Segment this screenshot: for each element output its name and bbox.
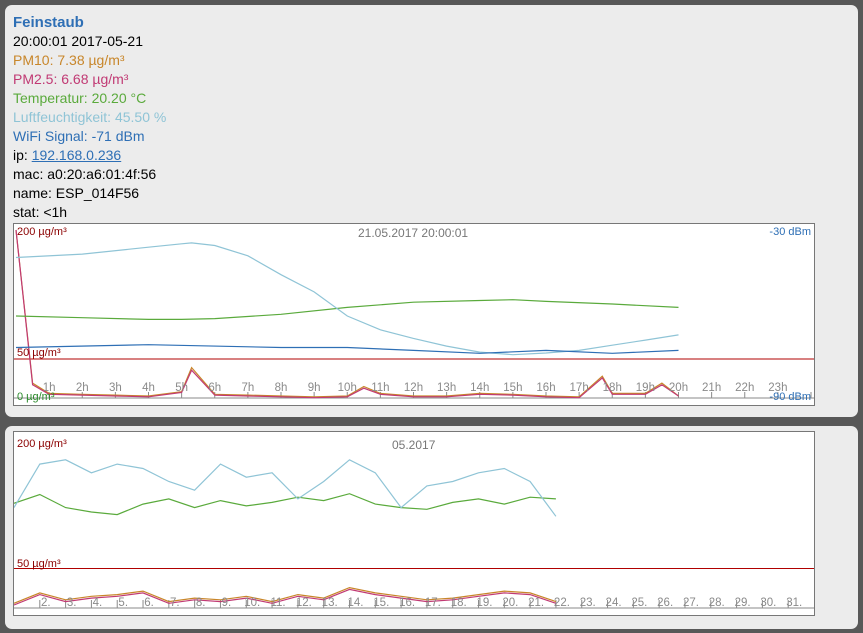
day-x-tick-labels: 1h 2h 3h 4h 5h 6h 7h 8h 9h 10h 11h 12h 13h 14h 15h 16h 1… xyxy=(43,382,788,394)
month-x-tick-label: 17. xyxy=(425,597,441,609)
day-x-tick-label: 2h xyxy=(76,382,89,394)
status-text: stat: <1h xyxy=(13,204,68,220)
device-name: name: ESP_014F56 xyxy=(13,185,140,201)
day-chart-bottom-left-label: 0 µg/m³ xyxy=(17,391,55,403)
month-series-temperatur xyxy=(14,493,556,516)
day-x-tick-label: 3h xyxy=(109,382,122,394)
day-x-tick-label: 18h xyxy=(603,382,622,394)
day-series-luftfeuchtigkeit xyxy=(15,242,679,356)
month-x-tick-label: 6. xyxy=(144,597,154,609)
month-x-tick-label: 23. xyxy=(580,597,596,609)
month-x-tick-label: 15. xyxy=(373,597,389,609)
month-x-tick-label: 20. xyxy=(502,597,518,609)
day-x-tick-label: 15h xyxy=(503,382,522,394)
sensor-card: Feinstaub 20:00:01 2017-05-21 PM10: 7.38… xyxy=(5,5,858,417)
month-x-tick-label: 29. xyxy=(735,597,751,609)
month-x-tick-label: 18. xyxy=(451,597,467,609)
month-x-tick-label: 8. xyxy=(196,597,206,609)
humidity-value: Luftfeuchtigkeit: 45.50 % xyxy=(13,109,167,125)
sensor-info: Feinstaub 20:00:01 2017-05-21 PM10: 7.38… xyxy=(13,13,166,222)
day-chart-top-right-label: -30 dBm xyxy=(769,226,811,238)
day-x-tick-label: 13h xyxy=(437,382,456,394)
day-chart-top-left-label: 200 µg/m³ xyxy=(17,226,67,238)
wifi-signal-value: WiFi Signal: -71 dBm xyxy=(13,128,145,144)
day-series-pm10 xyxy=(15,229,679,398)
month-x-tick-label: 3. xyxy=(67,597,77,609)
month-x-tick-label: 28. xyxy=(709,597,725,609)
month-x-tick-label: 16. xyxy=(399,597,415,609)
day-x-tick-label: 6h xyxy=(208,382,221,394)
pm10-value: PM10: 7.38 µg/m³ xyxy=(13,52,125,68)
temperature-value: Temperatur: 20.20 °C xyxy=(13,90,147,106)
month-x-tick-label: 27. xyxy=(683,597,699,609)
month-x-tick-label: 2. xyxy=(41,597,51,609)
month-x-tick-label: 19. xyxy=(477,597,493,609)
day-x-tick-label: 21h xyxy=(702,382,721,394)
day-chart-title: 21.05.2017 20:00:01 xyxy=(358,226,469,240)
month-chart-svg: 2. 3. 4. 5. 6. 7. 8. 9. 10. 11. 12. 13. 14. 15. 16. 17.… xyxy=(14,459,814,609)
month-x-tick-label: 10. xyxy=(244,597,260,609)
datetime: 20:00:01 2017-05-21 xyxy=(13,33,143,49)
day-x-tick-label: 7h xyxy=(241,382,254,394)
month-chart-title: 05.2017 xyxy=(392,438,436,452)
day-x-tick-label: 11h xyxy=(371,382,389,394)
month-series-pm2-5 xyxy=(14,588,557,606)
month-chart-limit-label: 50 µg/m³ xyxy=(17,558,61,570)
day-x-tick-label: 16h xyxy=(536,382,555,394)
pm25-value: PM2.5: 6.68 µg/m³ xyxy=(13,71,129,87)
month-x-tick-label: 13. xyxy=(322,597,338,609)
day-chart-bottom-right-label: -90 dBm xyxy=(769,391,811,403)
day-series-pm2-5 xyxy=(15,229,679,399)
month-chart: 2. 3. 4. 5. 6. 7. 8. 9. 10. 11. 12. 13. 14. 15. 16. 17.… xyxy=(13,431,815,616)
month-x-tick-label: 14. xyxy=(347,597,363,609)
month-series-luftfeuchtigkeit xyxy=(14,459,557,517)
day-series-temperatur xyxy=(15,299,679,321)
day-x-tick-label: 23h xyxy=(768,382,787,394)
day-x-tick-label: 17h xyxy=(570,382,589,394)
ip-row: ip: 192.168.0.236 xyxy=(13,146,166,165)
month-x-tick-label: 26. xyxy=(657,597,673,609)
month-x-tick-label: 30. xyxy=(760,597,776,609)
day-x-tick-label: 5h xyxy=(175,382,188,394)
month-card: 2. 3. 4. 5. 6. 7. 8. 9. 10. 11. 12. 13. 14. 15. 16. 17.… xyxy=(5,426,858,629)
month-x-tick-label: 7. xyxy=(170,597,180,609)
day-x-tick-label: 14h xyxy=(470,382,489,394)
month-x-tick-label: 11. xyxy=(270,597,285,609)
month-series-pm10 xyxy=(14,586,557,604)
month-x-tick-label: 9. xyxy=(222,597,232,609)
day-chart-svg: 1h 2h 3h 4h 5h 6h 7h 8h 9h 10h 11h 12h 13h 14h 15h 16h 1… xyxy=(14,229,814,399)
day-series-wifi-signal xyxy=(15,344,679,354)
day-chart-limit-label: 50 µg/m³ xyxy=(17,347,61,359)
day-x-tick-label: 22h xyxy=(735,382,754,394)
day-x-tick-label: 9h xyxy=(308,382,321,394)
ip-label: ip: xyxy=(13,147,32,163)
day-x-tick-label: 4h xyxy=(142,382,155,394)
mac-address: mac: a0:20:a6:01:4f:56 xyxy=(13,166,157,182)
month-x-tick-label: 31. xyxy=(786,597,802,609)
card-title: Feinstaub xyxy=(13,14,84,31)
month-x-tick-labels: 2. 3. 4. 5. 6. 7. 8. 9. 10. 11. 12. 13. 14. 15. 16. 17.… xyxy=(41,597,802,609)
day-x-tick-label: 12h xyxy=(404,382,423,394)
day-x-tick-label: 19h xyxy=(636,382,655,394)
month-chart-top-left-label: 200 µg/m³ xyxy=(17,438,67,450)
day-x-tick-label: 8h xyxy=(275,382,288,394)
day-chart: 1h 2h 3h 4h 5h 6h 7h 8h 9h 10h 11h 12h 13h 14h 15h 16h 1… xyxy=(13,223,815,406)
month-x-tick-label: 25. xyxy=(631,597,647,609)
month-x-tick-label: 5. xyxy=(118,597,128,609)
month-x-tick-label: 12. xyxy=(296,597,312,609)
day-x-tick-label: 20h xyxy=(669,382,688,394)
ip-link[interactable]: 192.168.0.236 xyxy=(31,147,122,163)
month-x-tick-label: 21. xyxy=(528,597,544,609)
month-x-tick-label: 4. xyxy=(93,597,103,609)
month-x-tick-label: 24. xyxy=(606,597,622,609)
month-x-tick-label: 22. xyxy=(554,597,570,609)
day-x-tick-label: 10h xyxy=(338,382,357,394)
day-x-tick-label: 1h xyxy=(43,382,56,394)
